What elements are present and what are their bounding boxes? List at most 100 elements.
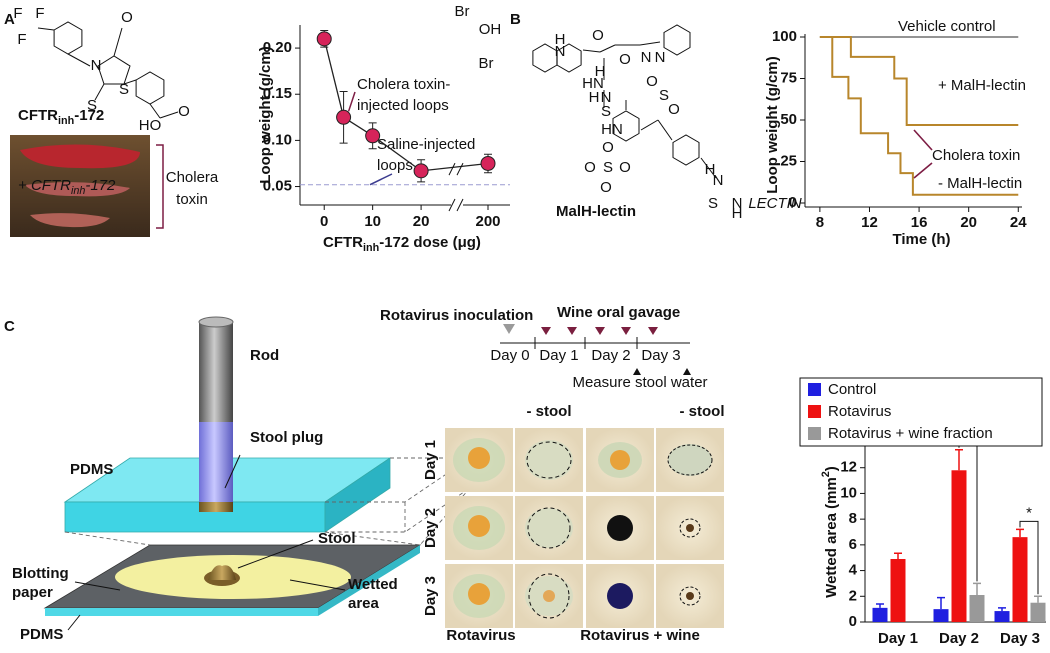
timeline-day: Day 3	[641, 347, 680, 364]
ring	[612, 110, 640, 142]
ring	[663, 24, 691, 56]
series-label: - MalH-lectin	[938, 175, 1022, 192]
annotation-pointer	[347, 91, 356, 112]
y-tick-label: 25	[780, 152, 797, 169]
legend-label: Rotavirus	[828, 403, 891, 420]
atom-label: H	[732, 205, 743, 222]
gavage-marker	[541, 327, 551, 335]
bond	[94, 83, 105, 101]
atom-label: Br	[479, 55, 494, 72]
x-axis-label-part: CFTR	[323, 234, 363, 251]
bond	[159, 111, 179, 119]
halo	[525, 508, 573, 548]
error-bar	[937, 596, 945, 610]
device-label: Stool	[318, 530, 356, 547]
ring	[135, 71, 165, 105]
stool-spot	[468, 583, 490, 605]
error-bar	[1034, 595, 1042, 603]
ring	[532, 43, 558, 73]
atom-label: O	[121, 9, 133, 26]
error-bar	[998, 607, 1006, 612]
error-bar	[955, 448, 963, 471]
y-axis-label: Wetted area (mm2)	[820, 466, 840, 598]
stool-photo	[445, 428, 513, 492]
stool-spot	[686, 524, 694, 532]
stool-photo	[586, 428, 654, 492]
column-header: - stool	[680, 403, 725, 420]
ring	[53, 21, 83, 55]
atom-label: F	[35, 5, 44, 22]
x-tick-label: 8	[816, 214, 824, 231]
x-axis-label: Time (h)	[892, 231, 950, 248]
halo	[668, 444, 712, 476]
bond	[123, 79, 137, 85]
y-axis-label-part: 2	[820, 471, 832, 477]
timeline-day: Day 2	[591, 347, 630, 364]
y-axis-label-part: Wetted area (mm	[823, 477, 840, 598]
data-point	[336, 109, 352, 125]
atom-label: S	[601, 103, 611, 120]
atom-label: H	[555, 31, 566, 48]
y-tick-label: 6	[849, 536, 857, 553]
x-tick-label: 10	[364, 213, 381, 230]
atom-label: O	[584, 159, 596, 176]
bar	[1012, 537, 1028, 622]
y-tick-label: 8	[849, 510, 857, 527]
row-label: Day 2	[422, 508, 439, 548]
bracket-label: toxin	[176, 191, 208, 208]
atom-label: N	[713, 172, 724, 189]
atom-label: O	[668, 101, 680, 118]
bracket-label: Cholera	[166, 169, 219, 186]
outline	[679, 586, 701, 606]
stool-photo	[445, 564, 513, 628]
annotation: loops	[377, 157, 413, 174]
y-tick-label: 75	[780, 69, 797, 86]
compound-label: MalH-lectin	[556, 203, 636, 220]
x-tick-label: 24	[1010, 214, 1027, 231]
stool-spot	[468, 515, 490, 537]
atom-label: N	[91, 57, 102, 74]
bond	[639, 41, 661, 46]
photo-label-part: -172	[85, 177, 116, 194]
y-tick-label: 50	[780, 111, 797, 128]
annotation: Saline-injected	[377, 136, 475, 153]
y-tick-label: 0.15	[263, 85, 292, 102]
stool-spot	[686, 592, 694, 600]
atom-label: O	[646, 73, 658, 90]
gavage-marker	[621, 327, 631, 335]
bar	[890, 559, 906, 622]
compound-label-part: inh	[58, 115, 74, 127]
intestine-photo	[10, 135, 164, 237]
axis-break	[448, 198, 456, 212]
atom-label: S	[87, 97, 97, 114]
device-label: area	[348, 595, 380, 612]
atom-label: F	[17, 31, 26, 48]
annotation: Cholera toxin-	[357, 76, 450, 93]
atom-label: O	[619, 159, 631, 176]
device-label: paper	[12, 584, 53, 601]
atom-label: HN	[582, 75, 604, 92]
stool-photo	[656, 496, 724, 560]
bond	[599, 44, 616, 53]
y-tick-label: 12	[840, 459, 857, 476]
legend-label: Control	[828, 381, 876, 398]
panel-label: B	[510, 11, 521, 28]
atom-label: O	[178, 103, 190, 120]
bar	[969, 595, 985, 622]
y-tick-label: 0	[789, 194, 797, 211]
stool-spot	[468, 447, 490, 469]
atom-label: LECTIN	[748, 195, 802, 212]
x-axis-label: CFTRinh-172 dose (μg)	[323, 234, 481, 254]
halo	[525, 440, 573, 480]
bar	[1030, 602, 1046, 622]
data-point	[480, 155, 496, 171]
bond	[37, 27, 55, 31]
bond	[113, 27, 123, 57]
atom-label: N	[655, 49, 666, 66]
stool-photo	[445, 496, 513, 560]
x-tick-label: 200	[475, 213, 500, 230]
series-label: Vehicle control	[898, 18, 996, 35]
atom-label: N	[555, 43, 566, 60]
y-tick-label: 0.10	[263, 131, 292, 148]
ring	[97, 55, 131, 85]
